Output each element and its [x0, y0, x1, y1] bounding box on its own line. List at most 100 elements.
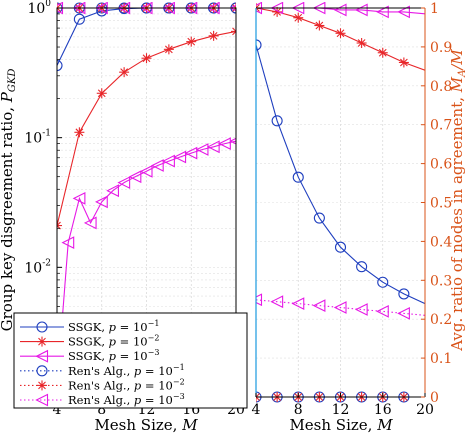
- right-series-2: [256, 3, 425, 71]
- legend-label: Ren's Alg., p = 10−1: [68, 363, 185, 378]
- data-point: [333, 301, 347, 314]
- star-stroke: [97, 89, 106, 98]
- data-point: [356, 261, 368, 273]
- data-point: [83, 216, 97, 230]
- y-tick-label: 10-1: [24, 129, 51, 147]
- data-point: [73, 13, 85, 25]
- x-tick-label: 4: [53, 402, 62, 418]
- data-point: [186, 36, 197, 47]
- star-stroke: [187, 37, 196, 46]
- star-stroke: [75, 128, 84, 137]
- data-point: [313, 212, 325, 224]
- data-point: [139, 164, 153, 178]
- x-tick-label: 20: [416, 402, 434, 418]
- data-point: [377, 276, 389, 288]
- star-stroke: [57, 7, 61, 12]
- axes: [56, 7, 426, 398]
- star-stroke: [142, 54, 151, 63]
- x-tick-label: 8: [97, 402, 106, 418]
- legend-label: SSGK, p = 10−2: [68, 334, 159, 349]
- star-stroke: [315, 21, 324, 30]
- star-stroke: [38, 337, 46, 346]
- left-series-3: [57, 137, 236, 394]
- data-point: [376, 5, 389, 19]
- star-stroke: [57, 224, 61, 230]
- data-point: [96, 88, 107, 99]
- x-tick-label: 16: [374, 402, 392, 418]
- legend-entry: Ren's Alg., p = 10−3: [20, 392, 185, 407]
- data-point: [377, 47, 388, 58]
- data-point: [163, 44, 174, 55]
- star-stroke: [57, 4, 61, 9]
- data-point: [354, 303, 368, 316]
- data-point: [173, 150, 187, 164]
- data-point: [57, 220, 62, 231]
- y-tick-label-right: 0.6: [430, 157, 452, 173]
- data-point: [397, 5, 410, 19]
- legend-entry: SSGK, p = 10−2: [20, 334, 159, 349]
- data-point: [335, 28, 346, 39]
- data-point: [36, 365, 48, 377]
- data-point: [271, 115, 283, 127]
- star-stroke: [378, 48, 387, 57]
- legend-label: Ren's Alg., p = 10−2: [68, 377, 185, 392]
- y-axis-label-right: Avg. ratio of nodes in agreement, MA/M: [448, 49, 468, 352]
- y-tick-label: 10-2: [24, 258, 51, 276]
- data-point: [334, 241, 347, 253]
- data-point: [35, 393, 49, 407]
- data-point: [184, 146, 198, 160]
- y-tick-label-right: 0.1: [430, 351, 452, 367]
- data-point: [256, 293, 263, 307]
- data-point: [117, 176, 131, 190]
- data-point: [72, 192, 86, 205]
- star-stroke: [120, 68, 129, 77]
- data-point: [292, 171, 304, 183]
- data-point: [119, 67, 130, 78]
- data-point: [356, 38, 367, 49]
- data-point: [354, 3, 368, 17]
- right-series-6: [256, 293, 425, 320]
- data-point: [208, 30, 219, 41]
- star-stroke: [256, 4, 260, 9]
- star-stroke: [294, 13, 303, 22]
- y-tick-label-right: 0.8: [430, 79, 452, 95]
- star-stroke: [232, 7, 236, 12]
- legend-box: [13, 312, 248, 409]
- data-point: [57, 59, 63, 72]
- y-tick-label: 100: [27, 0, 51, 17]
- star-stroke: [164, 45, 173, 54]
- x-tick-label: 4: [252, 402, 261, 418]
- data-point: [270, 295, 284, 309]
- tick-labels: 4812162010-310-210-11004812162000.10.20.…: [24, 0, 452, 418]
- data-point: [35, 349, 49, 363]
- data-point: [333, 3, 347, 17]
- data-point: [231, 26, 236, 37]
- data-point: [128, 170, 142, 184]
- star-stroke: [399, 58, 408, 67]
- y-tick-label-right: 0.7: [430, 118, 452, 134]
- y-tick-label-right: 0.3: [430, 273, 452, 289]
- data-point: [376, 305, 389, 318]
- star-stroke: [256, 393, 260, 398]
- data-point: [150, 159, 164, 172]
- star-stroke: [57, 221, 61, 227]
- series-line: [256, 44, 425, 305]
- y-tick-label-right: 0.2: [430, 312, 452, 328]
- data-point: [397, 306, 410, 320]
- star-stroke: [336, 29, 345, 38]
- data-point: [398, 57, 409, 68]
- star-stroke: [256, 396, 260, 401]
- series-line: [256, 299, 425, 316]
- legend-entry: Ren's Alg., p = 10−1: [20, 363, 185, 378]
- star-stroke: [256, 7, 260, 12]
- y-axis-label-left: Group key disgreement ratio, PGKD: [0, 69, 18, 332]
- legend-label: SSGK, p = 10−1: [68, 319, 159, 334]
- y-tick-label-right: 0: [430, 390, 439, 406]
- data-point: [37, 336, 47, 347]
- data-point: [195, 143, 209, 156]
- data-point: [256, 39, 262, 51]
- star-stroke: [232, 27, 236, 33]
- star-stroke: [232, 4, 236, 9]
